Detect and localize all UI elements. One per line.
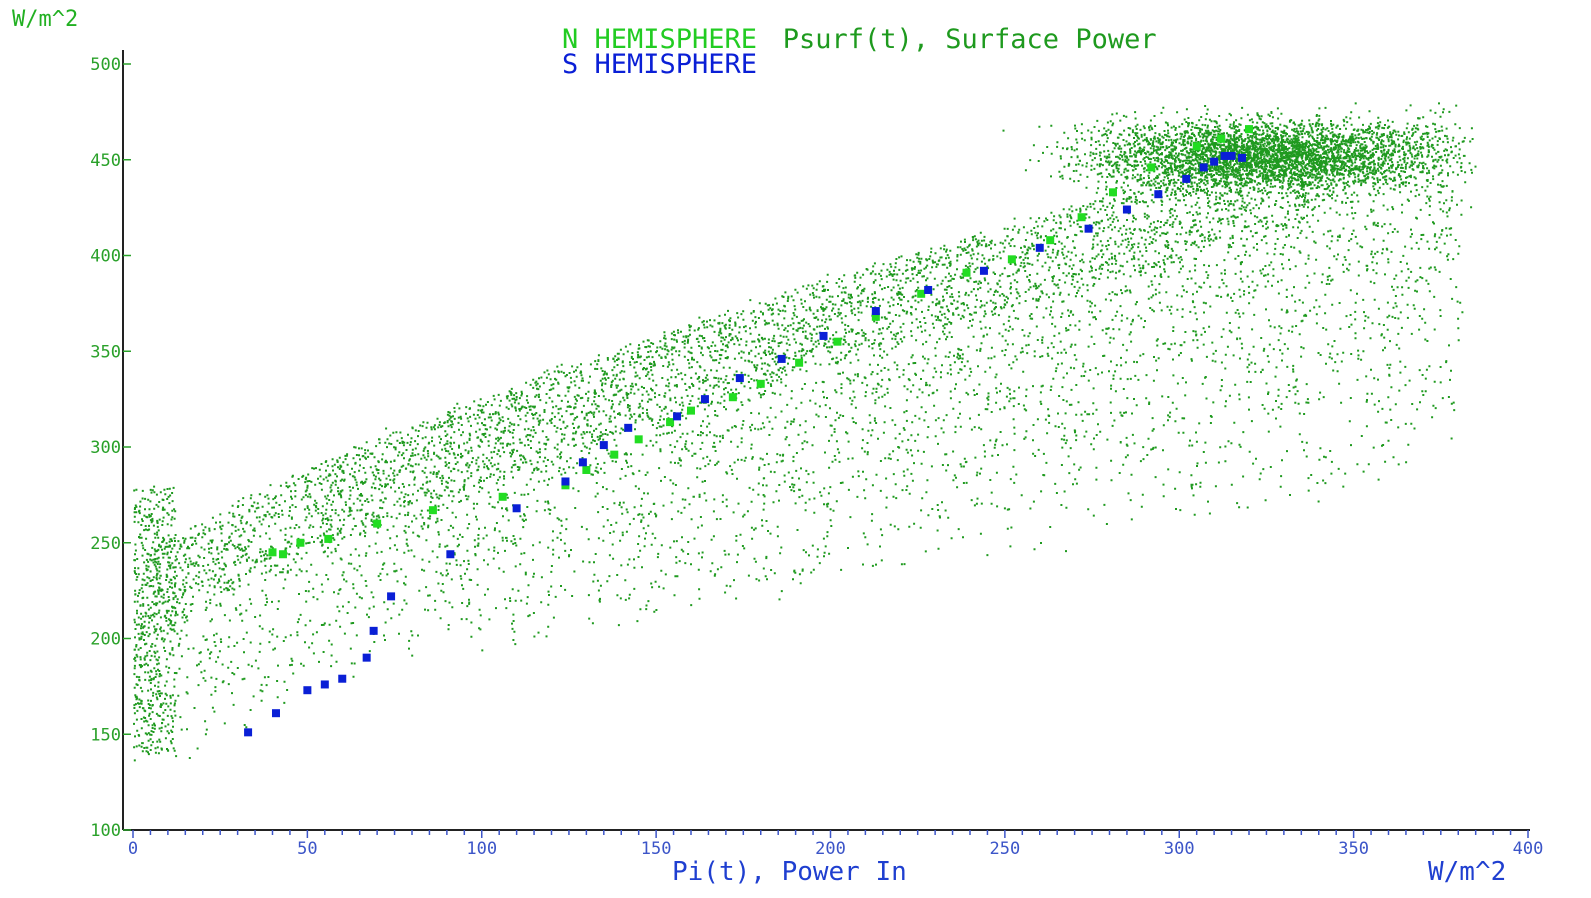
- s-hemisphere-point: [244, 728, 253, 737]
- s-hemisphere-point: [1122, 205, 1131, 214]
- n-hemisphere-point: [296, 538, 305, 547]
- s-hemisphere-point: [1084, 224, 1093, 233]
- x-tick-label: 250: [990, 839, 1021, 859]
- n-hemisphere-point: [728, 393, 737, 402]
- x-tick-label: 400: [1513, 839, 1544, 859]
- x-tick-label: 150: [641, 839, 672, 859]
- n-hemisphere-point: [1007, 255, 1016, 264]
- n-hemisphere-point: [1147, 163, 1156, 172]
- s-hemisphere-point: [271, 709, 280, 718]
- title-surface-power: Psurf(t), Surface Power: [783, 24, 1157, 55]
- n-hemisphere-point: [1108, 188, 1117, 197]
- n-hemisphere-point: [795, 358, 804, 367]
- x-tick-label: 100: [466, 839, 497, 859]
- y-tick-label: 150: [90, 725, 121, 745]
- s-hemisphere-point: [700, 395, 709, 404]
- ticks: [123, 63, 1529, 838]
- n-hemisphere-point: [278, 550, 287, 559]
- n-hemisphere-point: [582, 465, 591, 474]
- y-tick-label: 100: [90, 821, 121, 841]
- s-hemisphere-point: [1227, 151, 1236, 160]
- y-tick-label: 200: [90, 630, 121, 650]
- s-hemisphere-point: [303, 686, 312, 695]
- s-hemisphere-point: [777, 354, 786, 363]
- s-hemisphere-point: [924, 285, 933, 294]
- n-hemisphere-point: [498, 492, 507, 501]
- x-tick-label: 50: [297, 839, 317, 859]
- n-hemisphere-point: [917, 289, 926, 298]
- s-hemisphere-point: [1238, 153, 1247, 162]
- y-unit-label: W/m^2: [12, 7, 78, 32]
- s-hemisphere-point: [599, 441, 608, 450]
- n-hemisphere-point: [324, 534, 333, 543]
- s-hemisphere-point: [561, 477, 570, 486]
- y-tick-label: 350: [90, 342, 121, 362]
- n-hemisphere-point: [1245, 125, 1253, 134]
- s-hemisphere-point: [735, 374, 744, 383]
- y-tick-label: 400: [90, 247, 121, 267]
- n-hemisphere-point: [1046, 236, 1055, 245]
- s-hemisphere-point: [369, 626, 378, 635]
- chart-title: N HEMISPHERE Psurf(t), Surface Power: [562, 24, 1157, 55]
- y-tick-label: 300: [90, 438, 121, 458]
- s-hemisphere-point: [1154, 190, 1163, 199]
- s-hemisphere-point: [338, 674, 347, 683]
- legend-s-hemisphere: S HEMISPHERE: [562, 49, 757, 80]
- n-hemisphere-point: [268, 548, 277, 557]
- n-hemisphere-point: [1192, 142, 1201, 151]
- x-tick-label: 350: [1338, 839, 1369, 859]
- y-tick-label: 450: [90, 151, 121, 171]
- axes: [122, 50, 1530, 831]
- n-hemisphere-point: [1077, 213, 1086, 222]
- x-tick-label: 300: [1164, 839, 1195, 859]
- x-axis-label: Pi(t), Power In: [672, 857, 907, 887]
- s-hemisphere-point: [624, 423, 633, 432]
- s-hemisphere-point: [387, 592, 396, 601]
- s-hemisphere-point: [1035, 243, 1044, 252]
- n-hemisphere-point: [756, 379, 765, 388]
- n-hemisphere-point: [687, 406, 695, 415]
- s-hemisphere-point: [578, 458, 587, 467]
- series-markers: [244, 125, 1253, 737]
- x-tick-label: 200: [815, 839, 846, 859]
- s-hemisphere-point: [979, 266, 988, 275]
- s-hemisphere-point: [673, 412, 682, 421]
- s-hemisphere-point: [1182, 174, 1191, 183]
- y-tick-label: 250: [90, 534, 121, 554]
- s-hemisphere-point: [1199, 163, 1208, 172]
- n-hemisphere-point: [428, 506, 437, 515]
- n-hemisphere-point: [610, 450, 619, 459]
- x-unit-label: W/m^2: [1428, 857, 1506, 887]
- x-tick-label: 0: [128, 839, 138, 859]
- n-hemisphere-point: [962, 268, 971, 277]
- s-hemisphere-point: [819, 331, 828, 340]
- s-hemisphere-point: [320, 680, 329, 689]
- tick-labels: 0 50 100 150 200 250 300 350 400 100 150 200 250 300 3…: [90, 55, 1543, 859]
- s-hemisphere-point: [1220, 151, 1229, 160]
- n-hemisphere-point: [634, 435, 643, 444]
- s-hemisphere-point: [1210, 157, 1219, 166]
- n-hemisphere-point: [833, 337, 842, 346]
- n-hemisphere-point: [666, 418, 675, 427]
- s-hemisphere-point: [871, 307, 880, 316]
- legend-n-hemisphere: N HEMISPHERE: [562, 24, 757, 55]
- y-tick-label: 500: [90, 55, 121, 75]
- s-hemisphere-point: [446, 550, 455, 559]
- point-cloud: [133, 102, 1477, 762]
- n-hemisphere-point: [1217, 134, 1226, 143]
- s-hemisphere-point: [512, 504, 521, 513]
- s-hemisphere-point: [362, 653, 371, 662]
- n-hemisphere-point: [871, 312, 880, 321]
- n-hemisphere-point: [373, 519, 382, 528]
